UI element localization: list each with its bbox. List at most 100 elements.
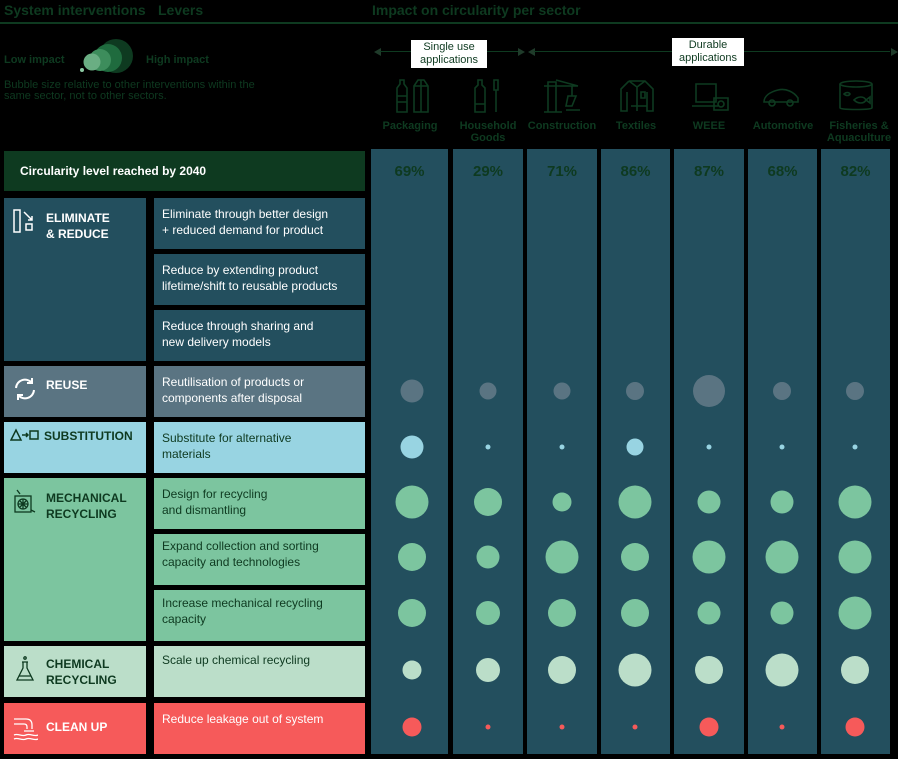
impact-bubble [545,540,579,574]
circularity-level-label: Circularity level reached by 2040 [4,151,365,191]
arrow-left-icon [528,48,535,56]
header-divider [0,22,898,24]
eliminate-reduce-icon [13,209,33,233]
impact-bubble [626,382,644,400]
lever-design-recycling: Design for recycling and dismantling [154,478,365,529]
sector-label-construction: Construction [527,120,597,132]
impact-bubble [773,382,791,400]
single-use-label: Single use applications [411,40,487,68]
system-interventions-title: System interventions [4,2,146,18]
impact-bubble [706,444,712,450]
impact-bubble [479,382,497,400]
category-reuse: REUSE [4,366,146,417]
sector-column-household-goods: 29% [453,149,523,754]
impact-bubble [770,490,794,514]
lever-increase-mech: Increase mechanical recycling capacity [154,590,365,641]
arrow-right-icon [891,48,898,56]
impact-bubble [699,717,719,737]
impact-bubble [476,658,500,682]
impact-bubble [697,601,721,625]
impact-bubble [618,485,652,519]
impact-bubble [485,444,491,450]
circularity-pct: 86% [620,163,651,180]
impact-bubble [485,724,491,730]
lever-sharing-delivery: Reduce through sharing and new delivery m… [154,310,365,361]
impact-bubble [838,485,872,519]
sector-column-automotive: 68% [748,149,817,754]
impact-bubble [402,717,422,737]
legend-bubbles [78,38,138,74]
circularity-pct: 68% [767,163,798,180]
lever-chemical: Scale up chemical recycling [154,646,365,697]
sector-column-fisheries: 82% [821,149,890,754]
arrow-right-icon [518,48,525,56]
lever-substitute: Substitute for alternative materials [154,422,365,473]
bottle-toothbrush-icon [474,79,499,113]
sector-label-weee: WEEE [692,120,726,132]
mechanical-recycling-icon [14,489,36,513]
category-eliminate-reduce: ELIMINATE & REDUCE [4,198,146,361]
impact-bubble [695,656,723,684]
impact-bubble [548,656,576,684]
category-chemical-recycling: CHEMICAL RECYCLING [4,646,146,697]
pipe-leak-icon [13,718,38,741]
impact-bubble [398,543,426,571]
laptop-camera-icon [692,83,729,111]
impact-bubble [553,382,571,400]
impact-bubble [552,492,572,512]
lever-expand-collection: Expand collection and sorting capacity an… [154,534,365,585]
impact-bubble [559,444,565,450]
impact-bubble [770,601,794,625]
impact-bubble [621,599,649,627]
impact-bubble [476,545,500,569]
impact-bubble [395,485,429,519]
impact-bubble [618,653,652,687]
sector-label-packaging: Packaging [382,120,438,132]
impact-bubble [693,375,725,407]
legend-low-label: Low impact [4,54,65,66]
car-icon [763,88,799,107]
impact-bubble [852,444,858,450]
impact-bubble [846,382,864,400]
bottle-carton-icon [396,79,429,113]
impact-bubble [626,438,644,456]
impact-bubble [402,660,422,680]
impact-bubble [632,724,638,730]
impact-bubble [845,717,865,737]
substitution-icon [10,428,39,441]
impact-bubble [779,444,785,450]
jacket-icon [620,80,654,112]
crane-icon [544,79,580,113]
circularity-pct: 69% [394,163,425,180]
impact-title: Impact on circularity per sector [372,2,581,18]
flask-icon [15,656,35,681]
legend-note: Bubble size relative to other interventi… [4,79,255,102]
impact-bubble [548,599,576,627]
impact-bubble [692,540,726,574]
impact-bubble [398,599,426,627]
circularity-pct: 87% [693,163,725,180]
impact-bubble [765,540,799,574]
impact-bubble [474,488,502,516]
impact-bubble [697,490,721,514]
circularity-pct: 29% [472,163,504,180]
lever-extend-lifetime: Reduce by extending product lifetime/shif… [154,254,365,305]
impact-bubble [559,724,565,730]
impact-bubble [838,596,872,630]
impact-bubble [838,540,872,574]
durable-label: Durable applications [672,38,744,66]
lever-eliminate-design: Eliminate through better design + reduced… [154,198,365,249]
impact-bubble [400,435,424,459]
sector-label-textiles: Textiles [615,120,657,132]
circularity-pct: 82% [840,163,871,180]
legend-high-label: High impact [146,54,209,66]
sector-label-household-goods: Household Goods [459,120,517,144]
impact-bubble [779,724,785,730]
circularity-pct: 71% [546,163,578,180]
reuse-cycle-icon [15,378,35,400]
category-mechanical-recycling: MECHANICAL RECYCLING [4,478,146,641]
sector-label-automotive: Automotive [752,120,814,132]
lever-leakage: Reduce leakage out of system [154,703,365,754]
sector-column-construction: 71% [527,149,597,754]
